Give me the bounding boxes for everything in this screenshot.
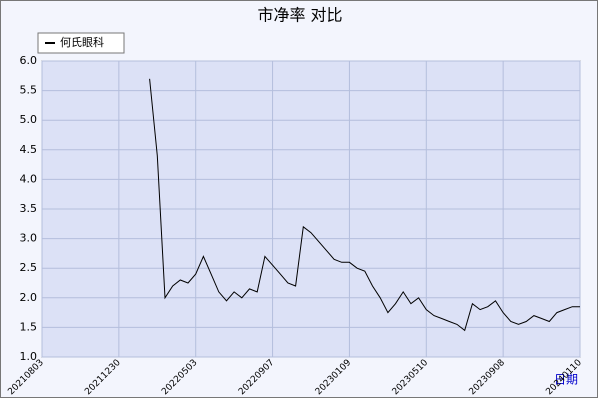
y-tick-label: 4.5 [20, 143, 38, 156]
y-tick-label: 6.0 [20, 54, 38, 67]
chart-title: 市净率 对比 [257, 6, 342, 25]
y-tick-label: 3.5 [20, 202, 38, 215]
y-tick-label: 5.5 [20, 84, 38, 97]
y-tick-label: 4.0 [20, 172, 38, 185]
y-tick-label: 2.5 [20, 261, 38, 274]
y-tick-label: 5.0 [20, 113, 38, 126]
y-tick-label: 1.0 [20, 350, 38, 363]
x-axis-label: 日期 [554, 373, 578, 387]
legend-label: 何氏眼科 [60, 35, 104, 49]
line [149, 78, 580, 332]
y-tick-label: 3.0 [20, 232, 38, 245]
y-tick-label: 2.0 [20, 291, 38, 304]
y-tick-label: 1.5 [20, 320, 38, 333]
legend-box [37, 32, 125, 54]
